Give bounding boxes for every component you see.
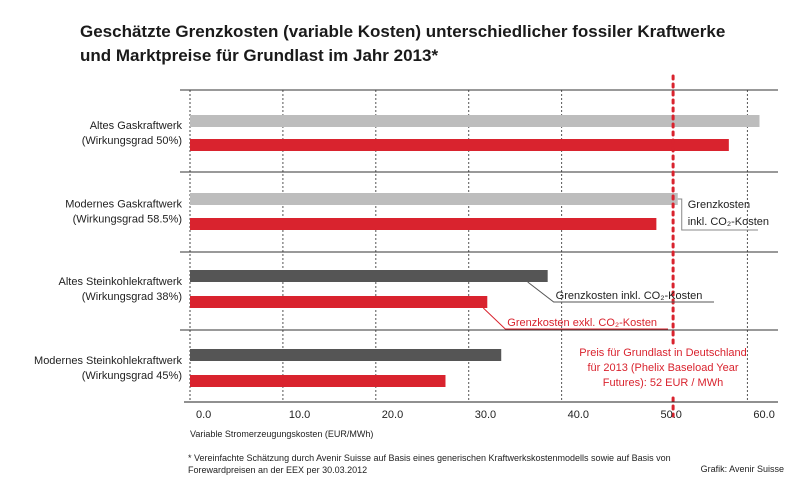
category-label-1-line-1: Modernes Gaskraftwerk [65, 199, 182, 211]
chart-title: Geschätzte Grenzkosten (variable Kosten)… [80, 20, 780, 68]
annotation-price-line-2: für 2013 (Phelix Baseload Year [587, 362, 738, 374]
x-tick-label-2: 20.0 [382, 409, 403, 421]
category-label-3-line-1: Modernes Steinkohlekraftwerk [34, 355, 182, 367]
x-tick-label-3: 30.0 [475, 409, 496, 421]
annotation-price-line-1: Preis für Grundlast in Deutschland [579, 347, 747, 359]
bar-excl-co2-3 [190, 375, 446, 387]
category-label-2-line-2: (Wirkungsgrad 38%) [82, 291, 182, 303]
credit: Grafik: Avenir Suisse [700, 464, 784, 474]
x-tick-label-6: 60.0 [753, 409, 774, 421]
category-labels: Altes Gaskraftwerk (Wirkungsgrad 50%) Mode… [34, 120, 182, 382]
bar-excl-co2-1 [190, 218, 657, 230]
category-label-3-line-2: (Wirkungsgrad 45%) [82, 370, 182, 382]
x-tick-label-4: 40.0 [568, 409, 589, 421]
coal-incl-leader [527, 281, 714, 303]
title-line-1: Geschätzte Grenzkosten (variable Kosten)… [80, 22, 726, 41]
bar-excl-co2-2 [190, 296, 488, 308]
bar-incl-co2-3 [190, 349, 502, 361]
annotations: Grenzkosten inkl. CO₂-Kosten Grenzkosten i… [482, 74, 769, 418]
category-label-2-line-1: Altes Steinkohlekraftwerk [59, 276, 183, 288]
x-tick-label-1: 10.0 [289, 409, 310, 421]
category-label-0-line-1: Altes Gaskraftwerk [90, 120, 183, 132]
x-axis: 0.0 10.0 20.0 30.0 40.0 50.0 60.0 Variable Stro… [184, 401, 778, 439]
bar-incl-co2-2 [190, 270, 548, 282]
category-label-0-line-2: (Wirkungsgrad 50%) [82, 135, 182, 147]
bar-incl-co2-1 [190, 193, 678, 205]
bar-excl-co2-0 [190, 139, 729, 151]
annotation-gas-incl-line-2: inkl. CO₂-Kosten [688, 216, 769, 228]
annotation-price-line-3: Futures): 52 EUR / MWh [603, 377, 723, 389]
x-axis-title: Variable Stromerzeugungskosten (EUR/MWh) [190, 429, 373, 439]
x-tick-label-0: 0.0 [196, 409, 211, 421]
bars [190, 115, 760, 387]
footnote-line-2: Forewardpreisen an der EEX per 30.03.201… [188, 465, 368, 475]
annotation-coal-incl: Grenzkosten inkl. CO₂-Kosten [556, 290, 703, 302]
title-line-2: und Marktpreise für Grundlast im Jahr 20… [80, 46, 439, 65]
gas-incl-leader [677, 198, 758, 231]
bar-incl-co2-0 [190, 115, 760, 127]
category-label-1-line-2: (Wirkungsgrad 58.5%) [73, 214, 182, 226]
excl-leader [482, 307, 668, 330]
x-tick-label-5: 50.0 [661, 409, 682, 421]
footnote-line-1: * Vereinfachte Schätzung durch Avenir Su… [188, 453, 671, 463]
annotation-excl: Grenzkosten exkl. CO₂-Kosten [507, 317, 657, 329]
annotation-gas-incl-line-1: Grenzkosten [688, 199, 750, 211]
footnote: * Vereinfachte Schätzung durch Avenir Su… [188, 452, 788, 476]
